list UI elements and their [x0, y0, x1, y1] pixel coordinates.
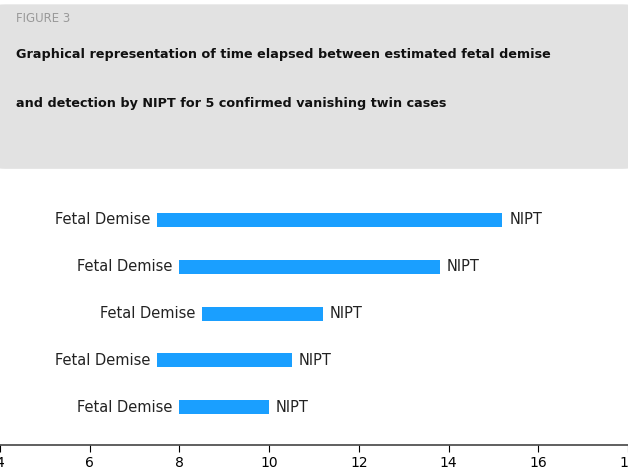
Text: Fetal Demise: Fetal Demise [77, 259, 173, 274]
Text: NIPT: NIPT [509, 212, 542, 227]
FancyBboxPatch shape [0, 4, 628, 169]
Text: Graphical representation of time elapsed between estimated fetal demise: Graphical representation of time elapsed… [16, 49, 551, 61]
Text: Fetal Demise: Fetal Demise [55, 353, 150, 368]
Bar [157, 353, 291, 367]
Bar [202, 307, 323, 321]
Bar [180, 400, 269, 414]
Text: FIGURE 3: FIGURE 3 [16, 12, 70, 25]
Bar [157, 213, 502, 227]
Text: NIPT: NIPT [330, 306, 362, 321]
Text: NIPT: NIPT [447, 259, 479, 274]
Bar [180, 260, 440, 274]
Text: and detection by NIPT for 5 confirmed vanishing twin cases: and detection by NIPT for 5 confirmed va… [16, 97, 446, 110]
Text: Fetal Demise: Fetal Demise [100, 306, 195, 321]
Text: Fetal Demise: Fetal Demise [55, 212, 150, 227]
Text: NIPT: NIPT [298, 353, 331, 368]
Text: Fetal Demise: Fetal Demise [77, 400, 173, 415]
Text: NIPT: NIPT [276, 400, 309, 415]
